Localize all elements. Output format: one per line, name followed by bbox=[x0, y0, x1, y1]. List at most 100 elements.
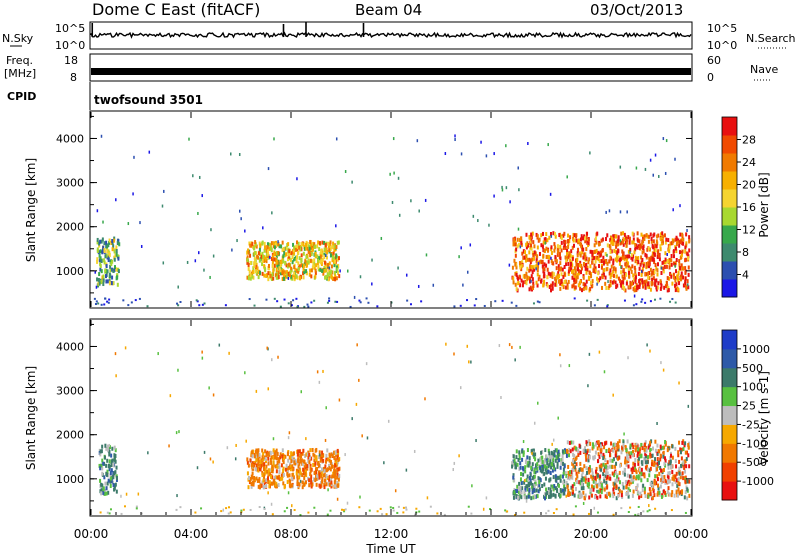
velocity-data-cell bbox=[576, 474, 579, 479]
power-data-cell bbox=[256, 254, 259, 259]
power-data-cell bbox=[283, 251, 286, 256]
power-data-cell bbox=[525, 271, 528, 276]
power-data-cell bbox=[300, 253, 303, 258]
velocity-data-cell bbox=[680, 474, 683, 479]
power-data-cell bbox=[548, 255, 551, 260]
power-data-cell bbox=[314, 244, 317, 249]
velocity-data-cell bbox=[304, 463, 307, 468]
velocity-data-cell bbox=[617, 444, 620, 449]
velocity-colorbar-segment bbox=[722, 348, 737, 369]
velocity-data-cell bbox=[429, 505, 432, 508]
power-data-cell bbox=[281, 247, 284, 252]
power-data-cell bbox=[529, 264, 532, 269]
velocity-data-cell bbox=[656, 443, 659, 448]
power-data-cell bbox=[328, 268, 331, 273]
power-data-cell bbox=[569, 261, 572, 266]
power-data-cell bbox=[619, 165, 622, 169]
velocity-data-cell bbox=[551, 468, 554, 473]
power-data-cell bbox=[523, 273, 526, 278]
velocity-data-cell bbox=[258, 485, 261, 490]
power-data-cell bbox=[109, 268, 112, 273]
velocity-data-cell bbox=[572, 452, 575, 457]
power-data-cell bbox=[267, 253, 270, 258]
velocity-data-cell bbox=[579, 491, 582, 496]
power-data-cell bbox=[573, 266, 576, 271]
power-data-cell bbox=[542, 248, 545, 253]
power-data-cell bbox=[652, 173, 655, 177]
velocity-data-cell bbox=[333, 450, 336, 455]
power-data-cell bbox=[458, 255, 460, 259]
power-data-cell bbox=[543, 274, 546, 279]
power-data-cell bbox=[634, 247, 637, 252]
velocity-data-cell bbox=[630, 478, 633, 483]
power-data-cell bbox=[596, 279, 599, 284]
power-data-cell bbox=[567, 269, 570, 274]
velocity-data-cell bbox=[540, 460, 543, 465]
velocity-data-cell bbox=[262, 478, 265, 483]
velocity-data-cell bbox=[647, 467, 650, 472]
velocity-data-cell bbox=[578, 467, 581, 472]
velocity-data-cell bbox=[227, 512, 230, 515]
velocity-data-cell bbox=[336, 460, 339, 465]
power-data-cell bbox=[517, 166, 519, 170]
velocity-data-cell bbox=[551, 486, 554, 491]
power-data-cell bbox=[275, 275, 278, 280]
power-data-cell bbox=[579, 241, 582, 246]
power-data-cell bbox=[684, 276, 687, 281]
power-data-cell bbox=[605, 267, 608, 272]
velocity-data-cell bbox=[562, 467, 565, 472]
power-data-cell bbox=[316, 254, 319, 259]
velocity-data-cell bbox=[589, 468, 592, 473]
power-data-cell bbox=[268, 246, 271, 251]
power-data-cell bbox=[310, 268, 313, 273]
power-colorbar-segment bbox=[722, 189, 737, 208]
velocity-data-cell bbox=[303, 475, 306, 480]
power-data-cell bbox=[420, 300, 423, 303]
velocity-data-cell bbox=[515, 449, 518, 454]
power-data-cell bbox=[255, 262, 258, 267]
power-data-cell bbox=[669, 241, 672, 246]
velocity-data-cell bbox=[627, 511, 630, 514]
power-data-cell bbox=[532, 284, 535, 289]
velocity-data-cell bbox=[110, 479, 113, 484]
power-data-cell bbox=[279, 271, 282, 276]
power-data-cell bbox=[557, 271, 560, 276]
power-data-cell bbox=[612, 241, 615, 246]
velocity-data-cell bbox=[514, 489, 517, 494]
power-data-cell bbox=[557, 267, 560, 272]
velocity-data-cell bbox=[541, 450, 544, 455]
velocity-data-cell bbox=[683, 495, 686, 500]
velocity-data-cell bbox=[636, 483, 639, 488]
power-data-cell bbox=[669, 300, 672, 303]
velocity-data-cell bbox=[336, 455, 339, 460]
power-data-cell bbox=[546, 238, 549, 243]
velocity-data-cell bbox=[632, 489, 635, 494]
power-data-cell bbox=[631, 240, 634, 245]
power-data-cell bbox=[516, 244, 519, 249]
power-data-cell bbox=[538, 260, 541, 265]
power-data-cell bbox=[633, 285, 636, 290]
power-data-cell bbox=[570, 249, 573, 254]
velocity-data-cell bbox=[106, 458, 109, 463]
power-data-cell bbox=[585, 286, 588, 291]
velocity-data-cell bbox=[582, 501, 585, 505]
power-data-cell bbox=[98, 272, 101, 277]
power-data-cell bbox=[626, 210, 628, 214]
power-data-cell bbox=[555, 282, 558, 287]
power-data-cell bbox=[622, 255, 625, 260]
power-data-cell bbox=[647, 275, 650, 280]
velocity-data-cell bbox=[663, 475, 666, 480]
power-data-cell bbox=[330, 269, 333, 274]
velocity-data-cell bbox=[308, 455, 311, 460]
power-data-cell bbox=[203, 302, 206, 305]
velocity-data-cell bbox=[105, 463, 108, 468]
power-data-cell bbox=[594, 268, 597, 273]
velocity-data-cell bbox=[106, 469, 109, 474]
power-data-cell bbox=[332, 276, 335, 281]
velocity-data-cell bbox=[110, 453, 113, 458]
power-data-cell bbox=[531, 231, 534, 236]
power-data-cell bbox=[288, 249, 291, 254]
power-data-cell bbox=[616, 283, 619, 288]
power-data-cell bbox=[570, 267, 573, 272]
velocity-data-cell bbox=[631, 442, 634, 447]
